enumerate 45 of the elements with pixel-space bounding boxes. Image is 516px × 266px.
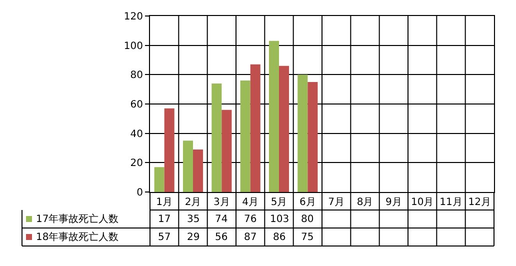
x-tick-label: 8月 <box>356 197 374 208</box>
x-tick-label: 11月 <box>440 197 462 208</box>
y-tick-label: 80 <box>130 70 143 82</box>
bar <box>308 82 318 192</box>
data-label: 76 <box>244 214 257 225</box>
x-tick-label: 6月 <box>299 197 316 208</box>
bar <box>193 149 204 192</box>
x-tick-label: 10月 <box>410 197 434 208</box>
x-tick-label: 4月 <box>242 197 259 208</box>
y-tick-label: 60 <box>130 100 143 110</box>
bar <box>164 108 174 192</box>
x-tick-label: 9月 <box>385 197 402 208</box>
data-label: 87 <box>244 232 257 243</box>
data-label: 29 <box>187 232 200 243</box>
data-label: 17 <box>158 214 171 225</box>
bar <box>240 80 250 192</box>
bar <box>298 74 308 192</box>
legend-label: 18年事故死亡人数 <box>36 231 119 243</box>
y-tick-label: 120 <box>124 12 143 22</box>
y-tick-label: 0 <box>136 188 143 198</box>
bar <box>212 83 222 192</box>
y-tick-label: 100 <box>124 40 143 52</box>
data-label: 35 <box>187 214 200 225</box>
bar <box>268 40 279 192</box>
bar <box>182 140 193 192</box>
x-tick-label: 1月 <box>156 197 173 208</box>
data-label: 103 <box>270 214 290 225</box>
x-tick-label: 7月 <box>328 197 345 208</box>
x-tick-label: 12月 <box>468 197 492 208</box>
bar <box>250 64 260 192</box>
bar <box>222 110 232 192</box>
data-label: 57 <box>158 232 171 243</box>
x-tick-label: 5月 <box>270 197 288 208</box>
y-tick-label: 40 <box>130 128 143 140</box>
bar <box>154 167 164 192</box>
data-label: 74 <box>215 214 228 225</box>
y-tick-label: 20 <box>130 158 143 170</box>
data-label: 86 <box>273 232 286 243</box>
legend-label: 17年事故死亡人数 <box>36 213 119 225</box>
x-tick-label: 3月 <box>213 197 230 208</box>
data-label: 56 <box>215 232 228 243</box>
x-tick-label: 2月 <box>184 197 202 208</box>
bar <box>279 66 290 192</box>
data-label: 75 <box>301 232 314 243</box>
data-label: 80 <box>301 214 314 225</box>
